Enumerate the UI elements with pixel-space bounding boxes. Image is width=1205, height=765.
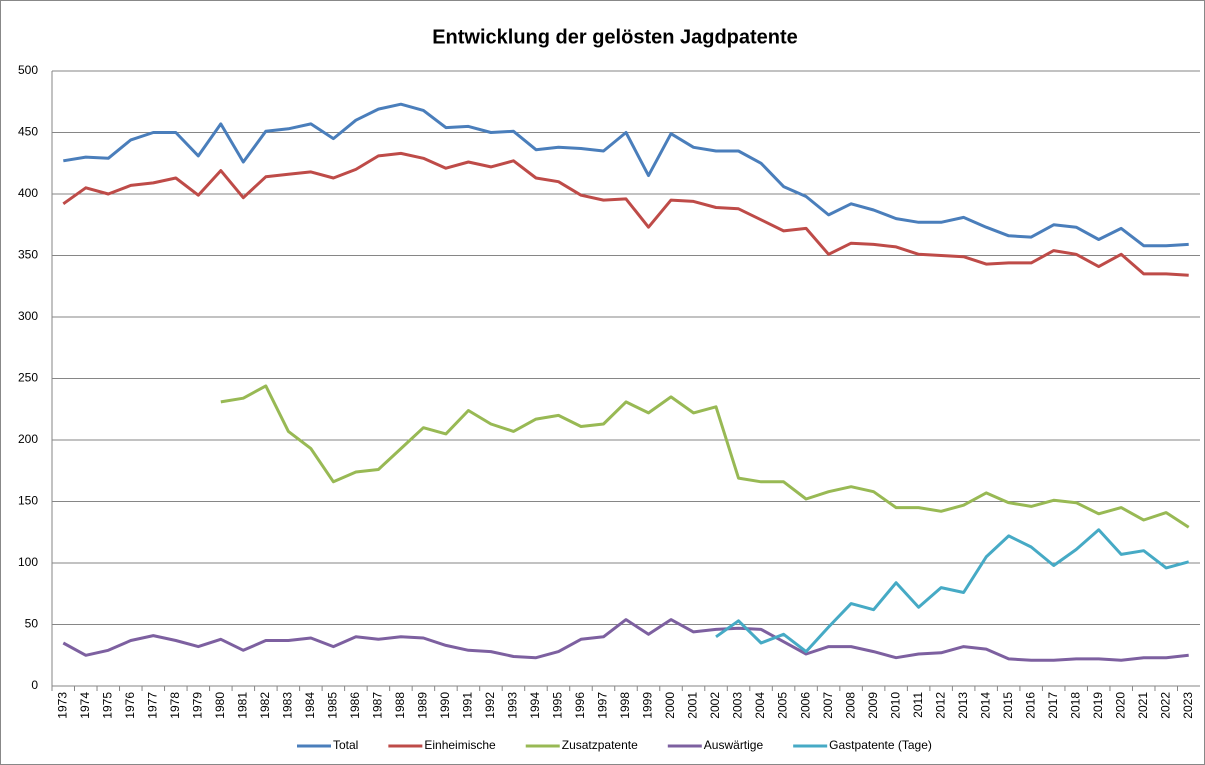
x-tick-label: 2014 <box>978 692 992 719</box>
x-tick-label: 1978 <box>168 692 182 719</box>
y-tick-label: 100 <box>18 555 38 569</box>
x-tick-label: 2009 <box>866 692 880 719</box>
y-tick-label: 500 <box>18 63 38 77</box>
x-tick-label: 2002 <box>708 692 722 719</box>
x-tick-label: 1977 <box>145 692 159 719</box>
x-tick-label: 2018 <box>1068 692 1082 719</box>
x-tick-label: 1986 <box>348 692 362 719</box>
x-tick-label: 1989 <box>416 692 430 719</box>
x-tick-label: 1979 <box>190 692 204 719</box>
x-tick-label: 2010 <box>888 692 902 719</box>
x-tick-label: 1993 <box>506 692 520 719</box>
x-tick-label: 1982 <box>258 692 272 719</box>
x-tick-label: 2008 <box>843 692 857 719</box>
x-tick-label: 1985 <box>326 692 340 719</box>
y-tick-label: 450 <box>18 125 38 139</box>
x-tick-label: 2023 <box>1181 692 1195 719</box>
x-tick-label: 2013 <box>956 692 970 719</box>
x-tick-label: 2017 <box>1046 692 1060 719</box>
x-tick-label: 1973 <box>55 692 69 719</box>
legend-label: Total <box>333 738 358 752</box>
series-line <box>715 528 1190 654</box>
x-tick-label: 1984 <box>303 692 317 719</box>
x-tick-label: 2016 <box>1023 692 1037 719</box>
x-tick-label: 2000 <box>663 692 677 719</box>
legend-label: Einheimische <box>424 738 496 752</box>
legend-label: Auswärtige <box>704 738 764 752</box>
x-tick-label: 2003 <box>731 692 745 719</box>
x-tick-label: 1976 <box>123 692 137 719</box>
series-line <box>63 102 1189 248</box>
y-tick-label: 0 <box>31 678 38 692</box>
x-tick-label: 2019 <box>1091 692 1105 719</box>
x-tick-label: 1999 <box>641 692 655 719</box>
x-tick-label: 1983 <box>281 692 295 719</box>
y-tick-label: 250 <box>18 371 38 385</box>
x-tick-label: 2005 <box>776 692 790 719</box>
y-tick-label: 350 <box>18 248 38 262</box>
x-tick-label: 1990 <box>438 692 452 719</box>
x-tick-label: 1992 <box>483 692 497 719</box>
x-tick-label: 2001 <box>686 692 700 719</box>
series-line <box>62 151 1189 277</box>
x-tick-label: 1991 <box>461 692 475 719</box>
x-tick-label: 1988 <box>393 692 407 719</box>
x-tick-label: 1980 <box>213 692 227 719</box>
x-tick-label: 1981 <box>236 692 250 719</box>
x-tick-label: 1975 <box>100 692 114 719</box>
y-tick-label: 150 <box>18 494 38 508</box>
x-tick-label: 1998 <box>618 692 632 719</box>
y-tick-label: 50 <box>25 617 39 631</box>
x-tick-label: 2012 <box>933 692 947 719</box>
chart-title: Entwicklung der gelösten Jagdpatente <box>432 26 798 48</box>
x-tick-label: 2015 <box>1001 692 1015 719</box>
x-tick-label: 2022 <box>1158 692 1172 719</box>
x-tick-label: 1974 <box>78 692 92 719</box>
y-tick-label: 400 <box>18 186 38 200</box>
x-tick-label: 1996 <box>573 692 587 719</box>
series-line <box>220 384 1190 529</box>
y-tick-label: 300 <box>18 309 38 323</box>
series-line <box>62 618 1189 662</box>
x-tick-label: 2020 <box>1113 692 1127 719</box>
y-tick-label: 200 <box>18 432 38 446</box>
x-tick-label: 2011 <box>911 692 925 718</box>
x-tick-label: 2021 <box>1136 692 1150 719</box>
x-tick-label: 1997 <box>596 692 610 719</box>
x-tick-label: 1987 <box>371 692 385 719</box>
x-tick-label: 2006 <box>798 692 812 719</box>
legend-label: Zusatzpatente <box>562 738 638 752</box>
x-tick-label: 1994 <box>528 692 542 719</box>
x-tick-label: 2007 <box>821 692 835 719</box>
x-tick-label: 2004 <box>753 692 767 719</box>
legend-label: Gastpatente (Tage) <box>829 738 932 752</box>
x-tick-label: 1995 <box>551 692 565 719</box>
